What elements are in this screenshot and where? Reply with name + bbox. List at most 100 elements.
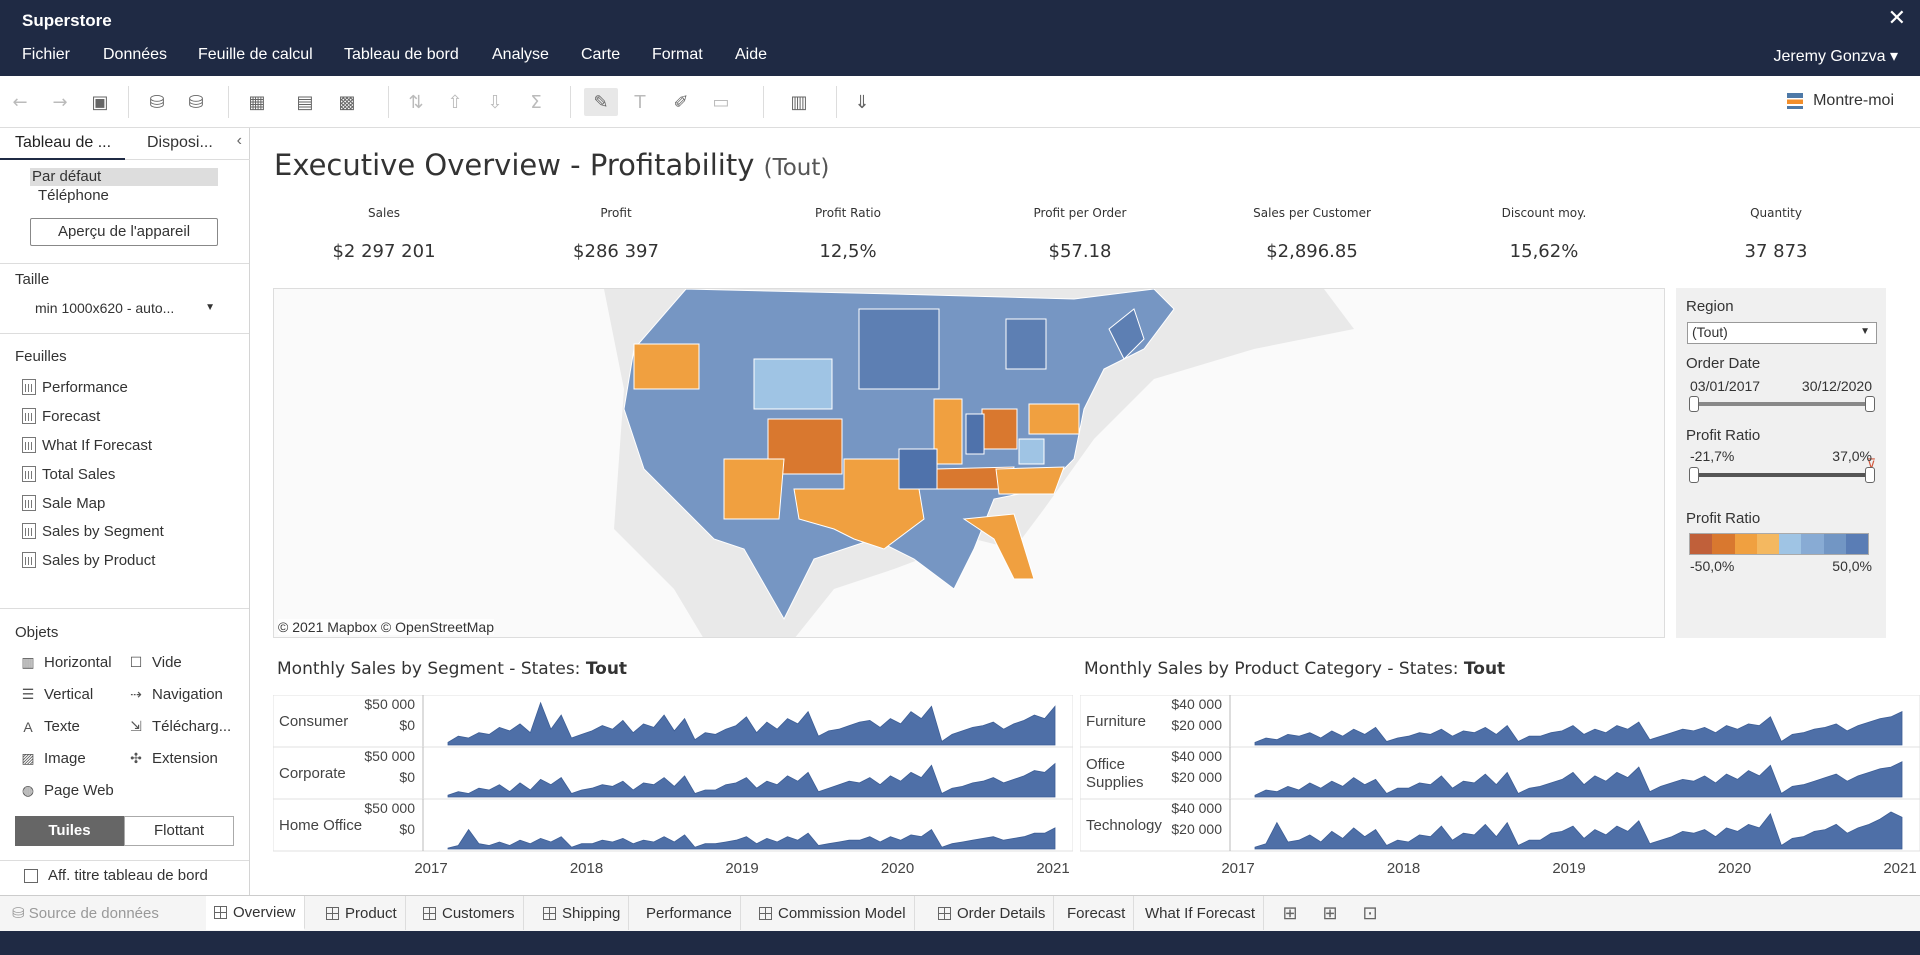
segment-chart-svg[interactable]: Consumer $50 000 $0 Corporate $50 000 $0 Home …	[272, 694, 1074, 890]
kpi-discount[interactable]: Discount moy. 15,62%	[1501, 206, 1587, 262]
sheet-sales-by-product[interactable]: Sales by Product	[22, 549, 155, 571]
sheet-sale-map[interactable]: Sale Map	[22, 492, 105, 514]
object-extension[interactable]: ✣ Extension	[128, 750, 218, 767]
swap-icon[interactable]: ⇅	[408, 91, 424, 113]
area-series[interactable]	[1254, 811, 1903, 850]
sheet-performance[interactable]: Performance	[22, 376, 128, 398]
device-preview-button[interactable]: Aperçu de l'appareil	[30, 218, 218, 246]
tab-layout-pane[interactable]: Disposi...	[147, 134, 213, 151]
totals-icon[interactable]: Σ	[530, 91, 542, 113]
sales-map[interactable]: © 2021 Mapbox © OpenStreetMap	[273, 288, 1665, 638]
clear-filter-icon[interactable]: ⊽	[1866, 457, 1876, 472]
order-date-max[interactable]: 30/12/2020	[1801, 378, 1872, 394]
present-icon[interactable]: ⇓	[854, 91, 870, 113]
slider-handle-min[interactable]	[1689, 396, 1699, 412]
object-blank[interactable]: ☐ Vide	[129, 654, 182, 671]
order-date-min[interactable]: 03/01/2017	[1690, 378, 1761, 394]
tab-dashboard-pane[interactable]: Tableau de ...	[15, 134, 112, 151]
menu-dashboard[interactable]: Tableau de bord	[344, 46, 459, 63]
kpi-profit[interactable]: Profit $286 397	[573, 206, 659, 262]
pause-updates-icon[interactable]: ⛁	[188, 91, 204, 113]
object-webpage[interactable]: ◍ Page Web	[21, 782, 114, 799]
duplicate-sheet-icon[interactable]: ▤	[296, 91, 314, 113]
map-attribution[interactable]: © 2021 Mapbox © OpenStreetMap	[278, 619, 494, 635]
new-worksheet-icon[interactable]: ⊞	[1282, 902, 1298, 923]
undo-icon[interactable]: ←	[12, 91, 28, 113]
highlight-icon[interactable]: ✎	[584, 88, 618, 116]
tab-overview[interactable]: Overview	[206, 896, 305, 930]
profit-ratio-min[interactable]: -21,7%	[1690, 448, 1735, 464]
fit-icon[interactable]: ▭	[712, 91, 730, 113]
clear-sheet-icon[interactable]: ▩	[338, 91, 356, 113]
profit-ratio-max[interactable]: 37,0%	[1832, 448, 1872, 464]
user-menu[interactable]: Jeremy Gonzva ▾	[1773, 48, 1898, 65]
sheet-sales-by-segment[interactable]: Sales by Segment	[22, 520, 164, 542]
object-text[interactable]: A Texte	[20, 718, 80, 735]
menu-help[interactable]: Aide	[735, 46, 768, 63]
menu-file[interactable]: Fichier	[22, 46, 71, 63]
menu-worksheet[interactable]: Feuille de calcul	[198, 46, 313, 63]
kpi-quantity[interactable]: Quantity 37 873	[1744, 206, 1808, 262]
slider-handle-min[interactable]	[1689, 467, 1699, 483]
tab-what-if-forecast[interactable]: What If Forecast	[1137, 896, 1265, 930]
floating-button[interactable]: Flottant	[124, 816, 234, 846]
object-navigation[interactable]: ⇢ Navigation	[128, 686, 223, 703]
tab-product[interactable]: Product	[318, 896, 406, 930]
new-dashboard-icon[interactable]: ⊞	[1322, 902, 1338, 923]
map-svg[interactable]	[274, 289, 1665, 638]
object-vertical[interactable]: ☰ Vertical	[21, 686, 94, 703]
sheet-total-sales[interactable]: Total Sales	[22, 463, 115, 485]
tab-shipping[interactable]: Shipping	[535, 896, 630, 930]
object-image[interactable]: ▨ Image	[21, 750, 86, 767]
format-workbook-icon[interactable]: ✐	[673, 91, 689, 113]
new-datasource-icon[interactable]: ⛁	[149, 91, 165, 113]
tab-forecast[interactable]: Forecast	[1059, 896, 1135, 930]
menu-map[interactable]: Carte	[581, 46, 621, 63]
object-horizontal[interactable]: ▥ Horizontal	[21, 654, 112, 671]
tab-performance[interactable]: Performance	[638, 896, 741, 930]
segment-chart[interactable]: Consumer $50 000 $0 Corporate $50 000 $0 Home …	[272, 694, 1074, 894]
sort-asc-icon[interactable]: ⇧	[447, 91, 463, 113]
size-select[interactable]: min 1000x620 - auto... ▼	[35, 300, 215, 320]
tiled-button[interactable]: Tuiles	[15, 816, 124, 846]
tab-datasource[interactable]: ⛁ Source de données	[12, 905, 159, 922]
area-series[interactable]	[447, 701, 1056, 746]
category-chart[interactable]: Furniture $40 000 $20 000 Office Supplies $40…	[1079, 694, 1920, 894]
save-icon[interactable]: ▣	[91, 91, 109, 113]
redo-icon[interactable]: →	[52, 91, 68, 113]
show-title-checkbox[interactable]: Aff. titre tableau de bord	[24, 867, 208, 884]
device-phone[interactable]: Téléphone	[38, 187, 109, 204]
kpi-profit-per-order[interactable]: Profit per Order $57.18	[1033, 206, 1127, 262]
area-series[interactable]	[447, 827, 1056, 850]
menu-format[interactable]: Format	[652, 46, 703, 63]
labels-icon[interactable]: T	[634, 91, 646, 113]
kpi-sales-per-customer[interactable]: Sales per Customer $2,896.85	[1253, 206, 1371, 262]
region-select[interactable]: (Tout) ▼	[1687, 322, 1877, 344]
sort-desc-icon[interactable]: ⇩	[487, 91, 503, 113]
collapse-icon[interactable]: ‹	[236, 132, 242, 149]
slider-handle-max[interactable]	[1865, 467, 1875, 483]
new-sheet-icon[interactable]: ▦	[248, 91, 266, 113]
sheet-what-if-forecast[interactable]: What If Forecast	[22, 434, 152, 456]
device-default[interactable]: Par défaut	[30, 168, 218, 186]
menu-analysis[interactable]: Analyse	[492, 46, 549, 63]
order-date-slider[interactable]	[1689, 396, 1875, 412]
object-download[interactable]: ⇲ Télécharg...	[128, 718, 231, 735]
menu-data[interactable]: Données	[103, 46, 168, 63]
kpi-sales[interactable]: Sales $2 297 201	[332, 206, 436, 262]
new-story-icon[interactable]: ⊡	[1362, 902, 1378, 923]
area-series[interactable]	[1254, 761, 1903, 798]
kpi-profit-ratio[interactable]: Profit Ratio 12,5%	[815, 206, 881, 262]
tab-customers[interactable]: Customers	[415, 896, 524, 930]
tab-order-details[interactable]: Order Details	[930, 896, 1055, 930]
show-me-button[interactable]: Montre-moi	[1787, 92, 1894, 110]
profit-ratio-slider[interactable]	[1689, 467, 1875, 483]
area-series[interactable]	[447, 762, 1056, 798]
tab-commission-model[interactable]: Commission Model	[751, 896, 915, 930]
sheet-forecast[interactable]: Forecast	[22, 405, 100, 427]
show-cards-icon[interactable]: ▥	[790, 91, 808, 113]
area-series[interactable]	[1254, 710, 1903, 746]
slider-handle-max[interactable]	[1865, 396, 1875, 412]
close-icon[interactable]: ✕	[1887, 6, 1906, 31]
